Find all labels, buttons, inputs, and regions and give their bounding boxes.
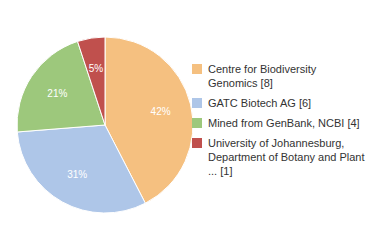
svg-text:5%: 5%: [89, 63, 104, 74]
html-text:Mined from GenBank, NCBI [4]: Mined from GenBank, NCBI [4]: [208, 117, 360, 129]
svg-text:31%: 31%: [67, 169, 87, 180]
html-text:Centre for Biodiversity Genomi: Centre for Biodiversity Genomics [8]: [208, 63, 317, 89]
svg-text:21%: 21%: [47, 88, 67, 99]
html-text:University of Johannesburg, De: University of Johannesburg, Department o…: [208, 137, 365, 177]
html-text:GATC Biotech AG [6]: GATC Biotech AG [6]: [208, 97, 312, 109]
svg-text:42%: 42%: [151, 106, 171, 117]
